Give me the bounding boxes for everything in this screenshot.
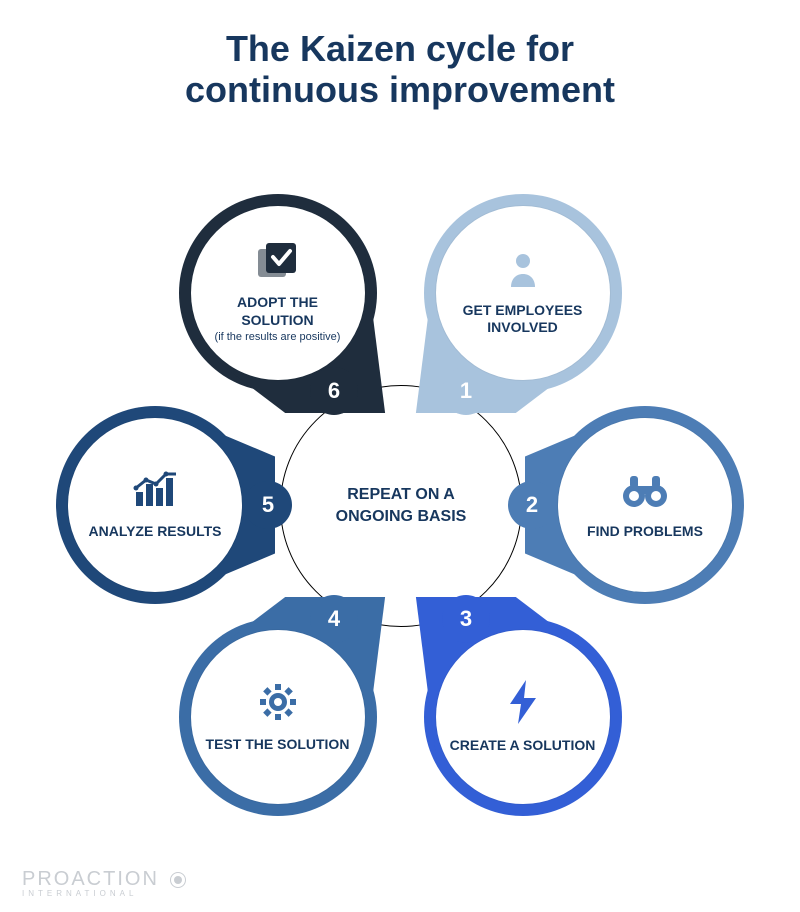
step-number: 3 [442, 595, 490, 643]
check-icon [256, 241, 300, 286]
footer-brand-text: PROACTION [22, 868, 159, 890]
bolt-icon [506, 680, 540, 729]
center-ring: REPEAT ON A ONGOING BASIS [280, 385, 522, 627]
step-node: TEST THE SOLUTION [191, 630, 365, 804]
step-node: ANALYZE RESULTS [68, 418, 242, 592]
step-number: 4 [310, 595, 358, 643]
step-number: 2 [508, 481, 556, 529]
step-label: FIND PROBLEMS [577, 523, 713, 541]
page-title: The Kaizen cycle for continuous improvem… [0, 28, 800, 111]
footer-brand: PROACTION INTERNATIONAL [22, 868, 186, 898]
step-number: 6 [310, 367, 358, 415]
step-label: CREATE A SOLUTION [440, 737, 606, 755]
step-node: CREATE A SOLUTION [436, 630, 610, 804]
step-number: 5 [244, 481, 292, 529]
binoculars-icon [622, 470, 668, 515]
step-label: GET EMPLOYEES INVOLVED [436, 302, 610, 337]
step-label: TEST THE SOLUTION [196, 736, 360, 754]
footer-brand-sub: INTERNATIONAL [22, 889, 186, 898]
step-label: ADOPT THE SOLUTION [191, 294, 365, 329]
step-node: FIND PROBLEMS [558, 418, 732, 592]
step-label: ANALYZE RESULTS [78, 523, 231, 541]
brand-dot-icon [170, 872, 186, 888]
step-sublabel: (if the results are positive) [203, 331, 353, 344]
person-icon [503, 249, 543, 294]
title-line-2: continuous improvement [185, 69, 615, 110]
step-node: GET EMPLOYEES INVOLVED [436, 206, 610, 380]
title-line-1: The Kaizen cycle for [226, 28, 574, 69]
chart-icon [132, 470, 178, 515]
center-text: REPEAT ON A ONGOING BASIS [281, 484, 521, 529]
cycle-diagram: REPEAT ON A ONGOING BASIS GET EMPLOYEES … [0, 130, 800, 850]
step-number: 1 [442, 367, 490, 415]
step-node: ADOPT THE SOLUTION (if the results are p… [191, 206, 365, 380]
gear-icon [257, 681, 299, 728]
